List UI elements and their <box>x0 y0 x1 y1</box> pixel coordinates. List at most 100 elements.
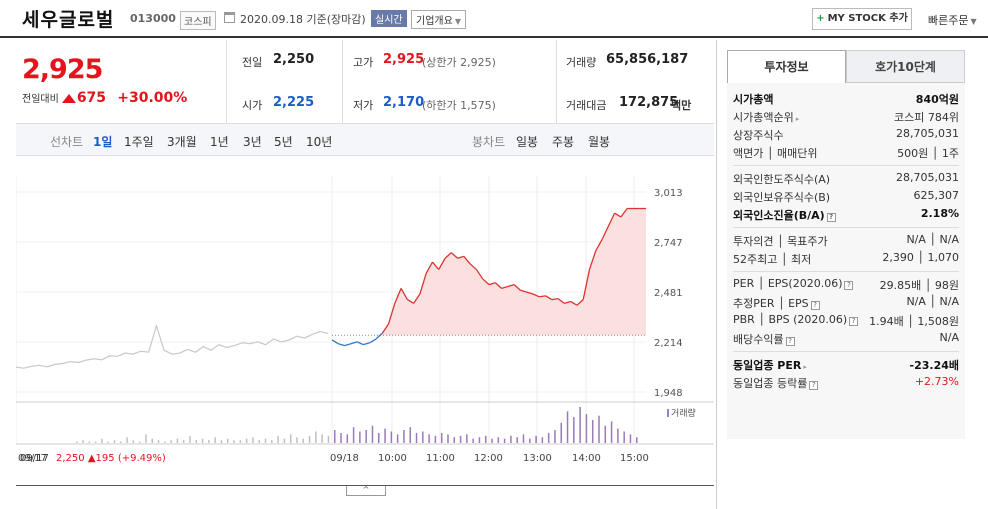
price-line-segment <box>444 252 452 259</box>
volume-bar <box>76 441 78 443</box>
expand-arrow-icon[interactable]: ▸ <box>795 115 800 123</box>
info-key: 동일업종 등락률? <box>733 375 819 391</box>
tab-5year[interactable]: 5년 <box>274 135 293 149</box>
help-icon[interactable]: ? <box>849 317 859 326</box>
info-row: PER │ EPS(2020.06)? 29.85배 │ 98원 <box>733 277 959 293</box>
realtime-button[interactable]: 실시간 <box>371 10 407 27</box>
quick-order-button[interactable]: 빠른주문 ▼ <box>928 12 977 28</box>
volume-bar <box>340 432 342 443</box>
volume-bar <box>220 440 223 443</box>
volume-bar <box>598 415 600 443</box>
tab-3year[interactable]: 3년 <box>243 135 262 149</box>
chart-bottom-border <box>16 485 714 486</box>
help-icon[interactable]: ? <box>826 213 836 222</box>
footer-date: 09/17 <box>20 453 49 464</box>
prev-close-value: 2,250 <box>273 52 315 67</box>
volume-bar <box>157 440 160 443</box>
amount-unit: 백만 <box>671 99 692 112</box>
price-line-segment <box>582 269 591 300</box>
info-key-text: 추정PER │ EPS <box>733 297 809 310</box>
volume-bar <box>227 438 229 443</box>
volume-bar <box>164 441 166 443</box>
y-tick-label: 1,948 <box>654 388 683 399</box>
volume-bar <box>396 434 399 443</box>
x-tick-label: 09/18 <box>330 453 359 464</box>
volume-bar <box>403 430 405 443</box>
volume-bar <box>466 434 468 443</box>
price-line-segment <box>425 261 434 274</box>
my-stock-add-button[interactable]: + MY STOCK 추가 <box>812 8 912 30</box>
volume-bar <box>359 431 361 443</box>
info-value: N/A │ N/A <box>906 295 959 308</box>
info-value: 500원 │ 1주 <box>897 147 959 160</box>
price-line-segment <box>469 263 477 271</box>
info-row: 액면가 │ 매매단위 500원 │ 1주 <box>733 145 959 161</box>
volume-bar <box>252 437 254 443</box>
volume-bar <box>327 435 330 443</box>
help-icon[interactable]: ? <box>809 381 819 390</box>
y-tick-label: 2,481 <box>654 288 683 299</box>
tab-daily[interactable]: 일봉 <box>516 135 539 149</box>
volume-bar <box>245 438 248 443</box>
volume-bar <box>120 441 122 443</box>
tab-orderbook[interactable]: 호가10단계 <box>846 50 965 83</box>
info-value: 29.85배 │ 98원 <box>879 279 959 292</box>
info-key-text: 시가총액 <box>733 93 774 106</box>
price-line-segment <box>620 208 628 218</box>
tab-investment-info[interactable]: 투자정보 <box>727 50 846 83</box>
volume-bar <box>434 435 437 443</box>
volume-bar <box>510 435 512 443</box>
volume-bar <box>623 431 625 443</box>
investment-info-table: 시가총액 840억원 시가총액순위 ▸ 코스피 784위 상장주식수 28,705,031 액… <box>727 83 965 439</box>
tab-1day[interactable]: 1일 <box>93 135 113 149</box>
section-divider <box>733 165 959 166</box>
tab-3month[interactable]: 3개월 <box>167 135 197 149</box>
quote-summary: 2,925 전일대비 675 +30.00% 전일 2,250 시가 2,225 … <box>16 40 714 124</box>
price-line-segment <box>331 339 339 345</box>
tab-monthly[interactable]: 월봉 <box>588 135 611 149</box>
price-line-segment <box>457 255 465 259</box>
x-tick-label: 12:00 <box>474 453 503 464</box>
up-arrow-icon <box>61 94 76 103</box>
info-value: 코스피 784위 <box>894 111 959 124</box>
info-value: 2,390 │ 1,070 <box>882 251 959 264</box>
info-row: 동일업종 등락률? +2.73% <box>733 375 959 391</box>
volume-bar <box>560 422 562 443</box>
chart-footer: 09/17 2,250 ▲195 (+9.49%) <box>20 453 166 464</box>
price-line-segment <box>413 293 421 304</box>
company-info-dropdown[interactable]: 기업개요 ▼ <box>411 10 466 29</box>
volume-bar <box>371 425 374 443</box>
info-key-text: 상장주식수 <box>733 129 784 142</box>
help-icon[interactable]: ? <box>785 337 795 346</box>
price-line-segment <box>350 341 358 345</box>
info-row: 52주최고 │ 최저 2,390 │ 1,070 <box>733 251 959 267</box>
volume-bar <box>516 437 518 443</box>
price-line-segment <box>539 295 546 298</box>
tab-10year[interactable]: 10년 <box>306 135 333 149</box>
info-row: 시가총액순위 ▸ 코스피 784위 <box>733 109 959 125</box>
help-icon[interactable]: ? <box>844 281 854 290</box>
volume-bar <box>409 427 411 443</box>
volume-bar <box>151 438 154 443</box>
stock-header: 세우글로벌 013000 코스피 2020.09.18 기준(장마감) 실시간 … <box>0 0 988 38</box>
price-chart[interactable]: 3,013 2,747 2,481 2,214 1,948 09/17 09/18 10:00… <box>16 156 714 468</box>
info-key-text: 액면가 │ 매매단위 <box>733 147 818 160</box>
prev-close-label: 전일 <box>242 56 263 69</box>
prev-day-line <box>16 323 329 369</box>
tab-weekly[interactable]: 주봉 <box>552 135 575 149</box>
expand-arrow-icon[interactable]: ▸ <box>803 363 807 371</box>
volume-bar <box>415 432 418 443</box>
price-line-segment <box>507 283 515 288</box>
help-icon[interactable]: ? <box>810 301 820 310</box>
volume-label: 거래량 <box>566 56 597 69</box>
tab-1year[interactable]: 1년 <box>210 135 229 149</box>
y-tick-label: 2,747 <box>654 238 683 249</box>
expand-chart-button[interactable]: ^ <box>346 486 386 496</box>
price-line-segment <box>338 343 345 347</box>
tab-1week[interactable]: 1주일 <box>124 135 154 149</box>
price-line-segment <box>375 332 383 340</box>
y-tick-label: 2,214 <box>654 338 683 349</box>
price-line-segment <box>520 289 527 293</box>
caret-down-icon: ▼ <box>454 17 461 26</box>
info-row: 외국인소진율(B/A)? 2.18% <box>733 207 959 223</box>
